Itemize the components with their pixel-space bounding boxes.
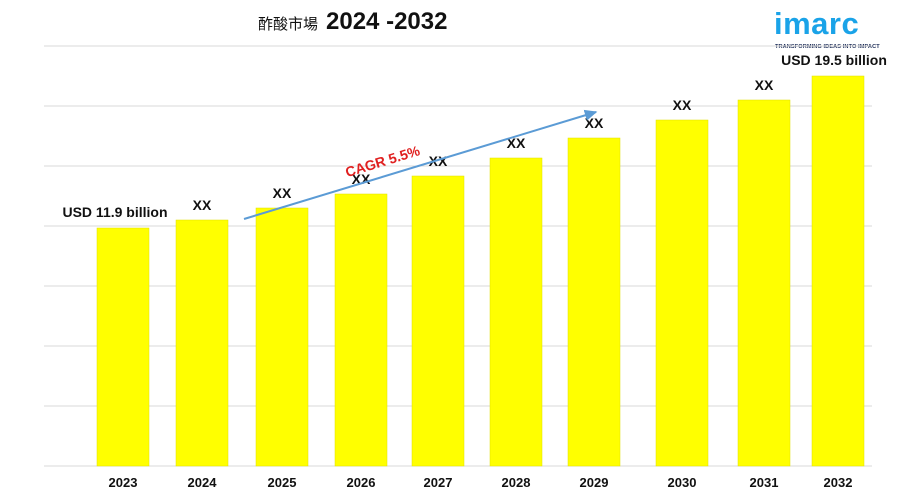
- data-label-2026: XX: [352, 171, 371, 187]
- bar-2029: [567, 137, 621, 467]
- bars: [96, 75, 865, 467]
- data-label-2024: XX: [193, 197, 212, 213]
- bar-2027: [411, 175, 465, 467]
- x-tick-2031: 2031: [750, 475, 779, 490]
- bar-2030: [655, 119, 709, 467]
- data-label-2029: XX: [585, 115, 604, 131]
- data-labels: USD 11.9 billion XX XX XX XX XX XX XX XX USD 19.5…: [62, 52, 886, 220]
- chart-title: 酢酸市場 2024 -2032: [258, 8, 447, 38]
- data-label-2025: XX: [273, 185, 292, 201]
- x-tick-2025: 2025: [268, 475, 297, 490]
- cagr-arrow: [243, 109, 598, 220]
- x-tick-2028: 2028: [502, 475, 531, 490]
- x-tick-2023: 2023: [109, 475, 138, 490]
- x-tick-2026: 2026: [347, 475, 376, 490]
- bar-2031: [737, 99, 791, 467]
- bar-2028: [489, 157, 543, 467]
- bar-2024: [175, 219, 229, 467]
- x-axis-tick-labels: 2023 2024 2025 2026 2027 2028 2029 2030 2031 2032: [109, 475, 853, 490]
- x-tick-2030: 2030: [668, 475, 697, 490]
- bar-2026: [334, 193, 388, 467]
- x-tick-2027: 2027: [424, 475, 453, 490]
- bar-2025: [255, 207, 309, 467]
- data-label-2023: USD 11.9 billion: [62, 204, 167, 220]
- data-label-2030: XX: [673, 97, 692, 113]
- data-label-2027: XX: [429, 153, 448, 169]
- logo-tagline: TRANSFORMING IDEAS INTO IMPACT: [775, 44, 880, 50]
- imarc-logo: imarc TRANSFORMING IDEAS INTO IMPACT: [774, 6, 886, 54]
- cagr-label: CAGR 5.5%: [343, 142, 422, 180]
- data-label-2032: USD 19.5 billion: [781, 52, 887, 68]
- bar-2032: [811, 75, 865, 467]
- data-label-2031: XX: [755, 77, 774, 93]
- data-label-2028: XX: [507, 135, 526, 151]
- title-years: 2024 -2032: [326, 8, 448, 35]
- logo-word: imarc: [774, 6, 860, 41]
- x-tick-2024: 2024: [188, 475, 218, 490]
- title-prefix: 酢酸市場: [258, 15, 319, 33]
- bar-2023: [96, 227, 150, 467]
- x-tick-2032: 2032: [824, 475, 853, 490]
- x-tick-2029: 2029: [580, 475, 609, 490]
